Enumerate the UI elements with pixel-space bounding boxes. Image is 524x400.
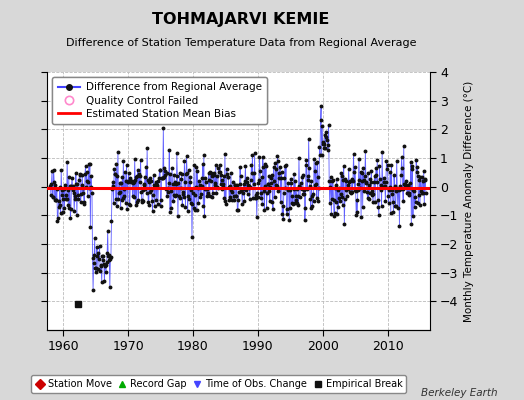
Legend: Difference from Regional Average, Quality Control Failed, Estimated Station Mean: Difference from Regional Average, Qualit… xyxy=(52,77,267,124)
Text: Difference of Station Temperature Data from Regional Average: Difference of Station Temperature Data f… xyxy=(66,38,416,48)
Y-axis label: Monthly Temperature Anomaly Difference (°C): Monthly Temperature Anomaly Difference (… xyxy=(464,80,474,322)
Text: Berkeley Earth: Berkeley Earth xyxy=(421,388,498,398)
Text: TOHMAJARVI KEMIE: TOHMAJARVI KEMIE xyxy=(152,12,330,27)
Legend: Station Move, Record Gap, Time of Obs. Change, Empirical Break: Station Move, Record Gap, Time of Obs. C… xyxy=(31,375,406,393)
